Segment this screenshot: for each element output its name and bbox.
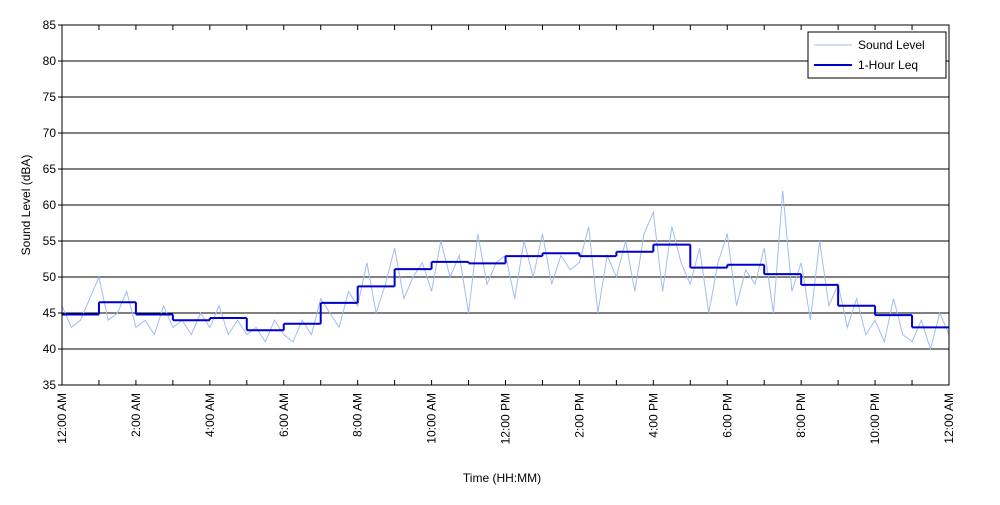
x-tick-label: 10:00 PM bbox=[868, 393, 882, 444]
x-tick-label: 2:00 PM bbox=[572, 393, 586, 438]
legend-label: Sound Level bbox=[858, 38, 925, 52]
y-tick-label: 60 bbox=[43, 198, 57, 212]
y-tick-label: 65 bbox=[43, 162, 57, 176]
y-tick-label: 80 bbox=[43, 54, 57, 68]
x-tick-label: 12:00 PM bbox=[499, 393, 513, 444]
y-tick-label: 70 bbox=[43, 126, 57, 140]
x-tick-label: 12:00 AM bbox=[55, 393, 69, 444]
x-tick-label: 4:00 AM bbox=[203, 393, 217, 437]
plot-frame bbox=[61, 24, 950, 386]
y-tick-label: 35 bbox=[43, 378, 57, 392]
x-tick-label: 2:00 AM bbox=[129, 393, 143, 437]
y-tick-label: 85 bbox=[43, 18, 57, 32]
legend-box bbox=[807, 31, 947, 79]
x-axis-label: Time (HH:MM) bbox=[463, 471, 541, 485]
legend: Sound Level 1-Hour Leq bbox=[807, 31, 947, 79]
x-tick-label: 8:00 PM bbox=[794, 393, 808, 438]
y-tick-label: 75 bbox=[43, 90, 57, 104]
y-tick-label: 55 bbox=[43, 234, 57, 248]
x-tick-label: 4:00 PM bbox=[646, 393, 660, 438]
y-axis-label: Sound Level (dBA) bbox=[19, 155, 33, 256]
y-tick-label: 50 bbox=[43, 270, 57, 284]
legend-label: 1-Hour Leq bbox=[858, 58, 918, 72]
x-tick-label: 6:00 AM bbox=[277, 393, 291, 437]
x-tick-label: 12:00 AM bbox=[942, 393, 956, 444]
y-tick-label: 45 bbox=[43, 306, 57, 320]
x-tick-label: 10:00 AM bbox=[425, 393, 439, 444]
y-tick-label: 40 bbox=[43, 342, 57, 356]
x-tick-label: 8:00 AM bbox=[351, 393, 365, 437]
x-tick-label: 6:00 PM bbox=[720, 393, 734, 438]
